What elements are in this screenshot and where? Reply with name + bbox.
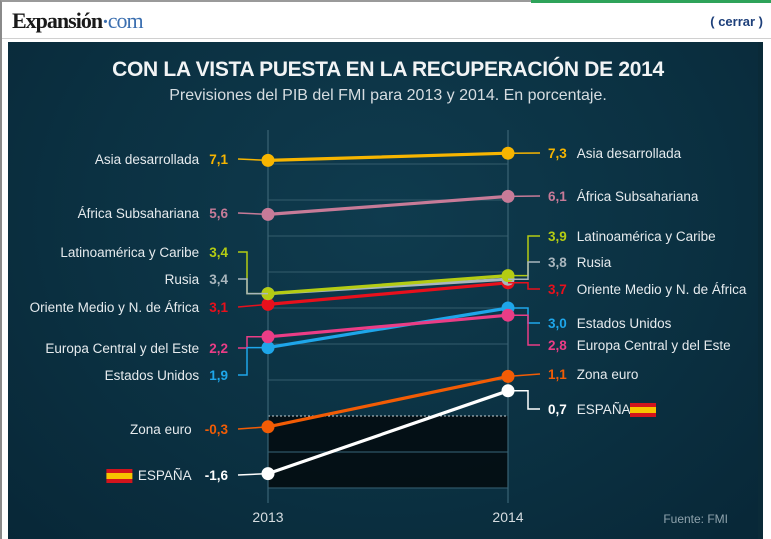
series-label-left: Europa Central y del Este [45, 341, 199, 356]
expansion-logo[interactable]: Expansión·com [12, 8, 144, 34]
logo-com: com [107, 8, 144, 33]
series-label-left: Oriente Medio y N. de África [30, 300, 200, 315]
value-label-2013: 5,6 [209, 206, 228, 221]
series-label-left: Latinoamérica y Caribe [60, 245, 199, 260]
value-label-2014: 3,8 [548, 255, 567, 270]
flag-stripe-red [630, 403, 656, 407]
series-label-left: África Subsahariana [78, 206, 200, 221]
value-label-2014: 2,8 [548, 338, 567, 353]
series-label-right: Asia desarrollada [577, 146, 682, 161]
close-button[interactable]: ( cerrar ) [710, 14, 763, 29]
logo-dot: · [102, 11, 109, 33]
spain-flag-icon [630, 403, 656, 417]
series-label-right: Latinoamérica y Caribe [577, 229, 716, 244]
value-label-2013: -1,6 [205, 468, 229, 483]
connector-right [508, 235, 540, 277]
series-line [266, 194, 510, 216]
flag-stripe-yellow [630, 407, 656, 413]
series-label-left: Estados Unidos [105, 368, 200, 383]
connector-left [238, 251, 268, 295]
series-label-left: Asia desarrollada [95, 152, 200, 167]
value-label-2013: -0,3 [205, 422, 229, 437]
x-tick-2013: 2013 [252, 509, 283, 525]
connector-left [237, 158, 269, 162]
flag-stripe-red [106, 469, 133, 473]
connector-left [237, 472, 269, 476]
series-asia-desarrollada [261, 146, 515, 167]
series-line [266, 281, 510, 306]
series-line [266, 389, 510, 476]
chart-title: CON LA VISTA PUESTA EN LA RECUPERACIÓN D… [112, 57, 664, 81]
series-label-right: Estados Unidos [577, 316, 672, 331]
connector-left [237, 303, 269, 308]
value-label-2013: 2,2 [209, 341, 228, 356]
chart-panel-edge [758, 42, 763, 539]
series-line [266, 274, 510, 296]
series-line [266, 151, 510, 162]
series-áfrica-subsahariana [261, 189, 515, 221]
value-label-2013: 3,4 [209, 272, 228, 287]
connector-right [507, 373, 541, 378]
logo-main: Expansión [12, 8, 103, 33]
grid-layer [267, 130, 509, 503]
connector-left [238, 336, 268, 349]
label-layer: 7,1 Asia desarrollada 5,6 África Subsaharia… [30, 146, 747, 483]
series-line [266, 306, 510, 350]
series-label-right: Rusia [577, 255, 612, 270]
value-label-2014: 7,3 [548, 146, 567, 161]
value-label-2014: 1,1 [548, 367, 567, 382]
series-estados-unidos [261, 301, 515, 355]
series-layer [261, 146, 515, 481]
chart-subtitle: Previsiones del PIB del FMI para 2013 y … [169, 87, 607, 104]
connector-right [508, 282, 540, 290]
popup-header: Expansión·com ( cerrar ) [2, 2, 771, 39]
value-label-2014: 0,7 [548, 402, 567, 417]
series-line [266, 313, 510, 339]
flag-stripe-yellow [106, 473, 133, 479]
connector-left [237, 426, 269, 430]
series-label-left: Rusia [165, 272, 200, 287]
value-label-2013: 3,1 [209, 300, 228, 315]
value-label-2014: 6,1 [548, 189, 567, 204]
connector-right [508, 261, 540, 280]
spain-flag-icon [106, 469, 133, 483]
value-label-2013: 7,1 [209, 152, 228, 167]
value-label-2013: 3,4 [209, 245, 228, 260]
series-label-right: África Subsahariana [577, 189, 699, 204]
connector-right [508, 390, 540, 410]
series-label-right: Oriente Medio y N. de África [577, 282, 747, 297]
top-accent-bar [531, 0, 771, 3]
connector-left [238, 346, 268, 376]
value-label-2014: 3,9 [548, 229, 567, 244]
series-label-left: Zona euro [130, 422, 192, 437]
flag-stripe-red [630, 413, 656, 417]
value-label-2013: 1,9 [209, 368, 228, 383]
series-label-left: ESPAÑA [138, 468, 192, 483]
connector-left [237, 212, 269, 216]
flag-stripe-red [106, 479, 133, 483]
series-label-right: ESPAÑA [577, 402, 631, 417]
source-note: Fuente: FMI [663, 512, 728, 526]
connector-right [508, 314, 540, 346]
series-label-right: Zona euro [577, 367, 639, 382]
series-line [266, 374, 510, 429]
series-label-right: Europa Central y del Este [577, 338, 731, 353]
value-label-2014: 3,0 [548, 316, 567, 331]
x-tick-2014: 2014 [492, 509, 523, 525]
value-label-2014: 3,7 [548, 282, 567, 297]
connector-left [238, 278, 268, 295]
